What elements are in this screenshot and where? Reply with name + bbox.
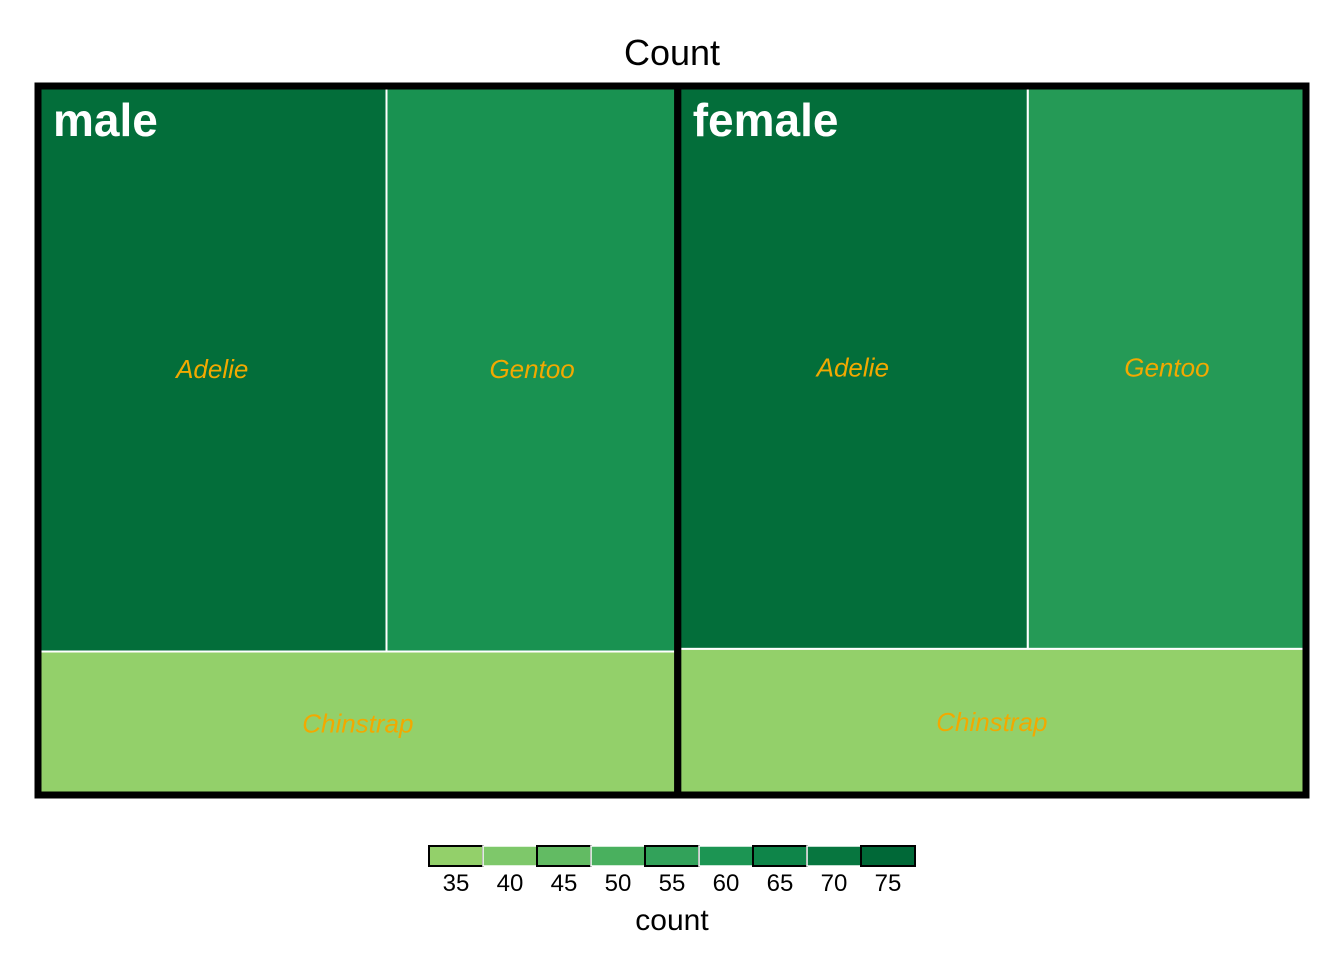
tile-female-chinstrap	[676, 647, 1307, 796]
tile-female-adelie	[676, 85, 1029, 650]
legend-tick-label: 75	[875, 870, 902, 897]
group-label-female: female	[693, 94, 839, 146]
legend-title: count	[635, 904, 709, 937]
legend-tick-label: 45	[551, 870, 578, 897]
legend-key-70	[806, 845, 862, 867]
legend-key-65	[752, 845, 808, 867]
legend-tick-label: 70	[821, 870, 848, 897]
legend-tick-label: 35	[443, 870, 470, 897]
outer-border	[34, 82, 1310, 799]
tile-male-gentoo	[385, 85, 679, 653]
legend-key-35	[428, 845, 484, 867]
group-borders: male female	[34, 82, 1310, 799]
tile-label-male-adelie: Adelie	[174, 354, 248, 384]
tile-label-male-chinstrap: Chinstrap	[302, 708, 413, 738]
tile-label-male-gentoo: Gentoo	[489, 354, 574, 384]
tile-male-adelie	[37, 85, 388, 653]
tile-male-chinstrap	[37, 650, 679, 796]
legend-key-40	[482, 845, 538, 867]
treemap-tiles: Adelie Gentoo Chinstrap Adelie Gentoo Chinstr…	[37, 85, 1307, 796]
legend-key-50	[590, 845, 646, 867]
legend-tick-label: 65	[767, 870, 794, 897]
tile-label-female-adelie: Adelie	[815, 352, 889, 382]
legend-tick-labels: 35 40 45 50 55 60 65 70 75	[443, 870, 902, 897]
legend-key-55	[644, 845, 700, 867]
group-label-male: male	[53, 94, 158, 146]
tile-label-female-gentoo: Gentoo	[1124, 352, 1209, 382]
color-legend: 35 40 45 50 55 60 65 70 75 count	[428, 845, 916, 937]
legend-tick-label: 55	[659, 870, 686, 897]
legend-key-60	[698, 845, 754, 867]
legend-tick-label: 60	[713, 870, 740, 897]
tile-label-female-chinstrap: Chinstrap	[936, 707, 1047, 737]
tile-female-gentoo	[1026, 85, 1307, 650]
chart-title: Count	[624, 32, 720, 73]
legend-tick-label: 50	[605, 870, 632, 897]
legend-key-45	[536, 845, 592, 867]
legend-tick-label: 40	[497, 870, 524, 897]
legend-key-75	[860, 845, 916, 867]
legend-keys	[428, 845, 916, 867]
